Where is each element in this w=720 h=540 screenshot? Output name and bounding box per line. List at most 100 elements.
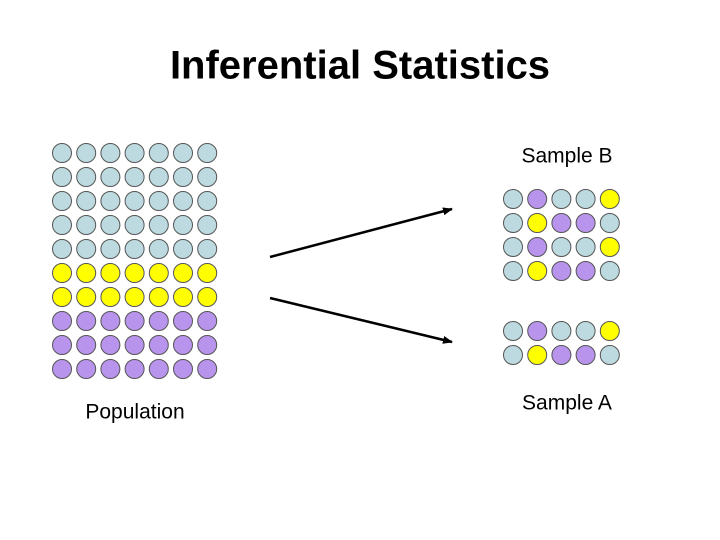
sample-b-dot (503, 189, 523, 209)
sample-b-dot (527, 261, 548, 281)
population-dot (173, 167, 193, 187)
sample-b-dot (527, 189, 548, 209)
population-dot (124, 335, 145, 355)
population-dot (76, 191, 97, 211)
population-dot (76, 311, 97, 331)
population-dot (100, 263, 121, 283)
sample-b-dot (599, 261, 620, 281)
population-dot (100, 335, 121, 355)
population-dot (197, 359, 218, 379)
sample-a-dot (551, 321, 572, 341)
population-dot (52, 335, 72, 355)
sample-b-dot (599, 237, 620, 257)
population-dot (173, 287, 193, 307)
sample-b-dot (599, 213, 620, 233)
population-dot (173, 191, 193, 211)
population-dot (124, 359, 145, 379)
population-label: Population (85, 401, 184, 424)
population-dot (148, 263, 169, 283)
population-dot (148, 191, 169, 211)
population-dot (124, 311, 145, 331)
sample-b-dot (575, 189, 596, 209)
sample-b-dot (551, 189, 572, 209)
population-dot (197, 287, 218, 307)
sample-b-dot (575, 261, 596, 281)
population-dot (124, 239, 145, 259)
sample-b-dot (575, 213, 596, 233)
population-dot (148, 239, 169, 259)
dots (52, 143, 620, 379)
population-dot (100, 215, 121, 235)
population-dot (52, 263, 72, 283)
population-dot (148, 287, 169, 307)
population-dot (124, 143, 145, 163)
sample-b-dot (551, 261, 572, 281)
population-dot (197, 167, 218, 187)
population-dot (197, 143, 218, 163)
sample-a-dot (551, 345, 572, 365)
population-dot (173, 335, 193, 355)
population-dot (76, 215, 97, 235)
sample-b-dot (599, 189, 620, 209)
population-dot (173, 359, 193, 379)
population-dot (148, 359, 169, 379)
population-dot (100, 143, 121, 163)
sample-b-dot (503, 213, 523, 233)
population-dot (173, 143, 193, 163)
sample-a-dot (527, 345, 548, 365)
population-dot (76, 287, 97, 307)
population-dot (197, 263, 218, 283)
sample-b-dot (527, 213, 548, 233)
sample-b-dot (503, 261, 523, 281)
sample-a-dot (503, 345, 523, 365)
sample-a-label: Sample A (522, 392, 612, 415)
population-dot (197, 335, 218, 355)
arrow-to-sample-a (269, 296, 453, 344)
population-dot (173, 239, 193, 259)
population-dot (52, 215, 72, 235)
sample-b-dot (551, 237, 572, 257)
population-dot (52, 239, 72, 259)
population-dot (124, 215, 145, 235)
population-dot (100, 311, 121, 331)
population-dot (100, 239, 121, 259)
sample-a-dot (575, 321, 596, 341)
population-dot (76, 239, 97, 259)
population-dot (52, 287, 72, 307)
population-dot (76, 167, 97, 187)
sample-b-dot (551, 213, 572, 233)
population-dot (124, 191, 145, 211)
population-dot (173, 215, 193, 235)
population-dot (76, 359, 97, 379)
population-dot (76, 335, 97, 355)
population-dot (148, 311, 169, 331)
slide-title: Inferential Statistics (170, 44, 550, 88)
population-dot (100, 287, 121, 307)
population-dot (52, 143, 72, 163)
population-dot (197, 215, 218, 235)
population-dot (197, 239, 218, 259)
sample-b-dot (527, 237, 548, 257)
population-dot (52, 191, 72, 211)
population-dot (76, 143, 97, 163)
population-dot (148, 143, 169, 163)
population-dot (52, 359, 72, 379)
sample-a-dot (599, 345, 620, 365)
population-dot (148, 335, 169, 355)
population-dot (148, 215, 169, 235)
sample-b-label: Sample B (521, 145, 612, 168)
population-dot (173, 311, 193, 331)
population-dot (124, 287, 145, 307)
population-dot (197, 191, 218, 211)
population-dot (76, 263, 97, 283)
population-dot (100, 167, 121, 187)
sample-a-dot (575, 345, 596, 365)
population-dot (197, 311, 218, 331)
population-dot (148, 167, 169, 187)
population-dot (100, 191, 121, 211)
sample-b-dot (503, 237, 523, 257)
sample-a-dot (527, 321, 548, 341)
population-dot (124, 167, 145, 187)
population-dot (124, 263, 145, 283)
